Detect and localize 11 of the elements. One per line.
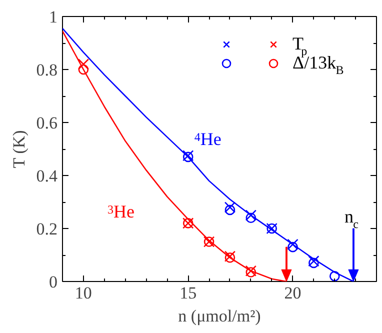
y-axis-title: T (K) [9,130,28,168]
y-tick-label: 0 [49,272,58,292]
y-tick-label: 0.6 [36,114,58,132]
y-tick-label: 0.8 [36,60,58,80]
x-tick-label: 10 [74,284,92,302]
x-tick-label: 15 [180,284,197,302]
y-tick-label: 0.4 [36,166,58,186]
y-tick-label: 0.2 [36,220,58,238]
y-tick-label: 1 [49,8,58,26]
x-tick-label: 20 [284,284,302,302]
x-axis-title: n (μmol/m²) [178,306,261,326]
